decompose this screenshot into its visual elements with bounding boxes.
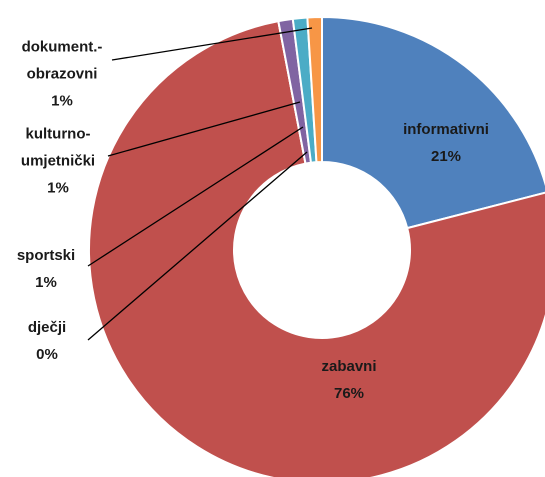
data-label: informativni 21%: [391, 116, 501, 170]
slice: [321, 15, 545, 230]
slices: [88, 15, 545, 477]
value-label: 0%: [36, 346, 58, 363]
data-label: kulturno-umjetnički 1%: [8, 121, 108, 202]
category-label: dokument.-obrazovni: [21, 38, 103, 83]
data-label: dječji 0%: [17, 314, 77, 368]
data-label: sportski 1%: [6, 242, 86, 296]
value-label: 1%: [35, 274, 57, 291]
value-label: 1%: [51, 92, 73, 110]
value-label: 76%: [333, 385, 365, 402]
leader-line: [87, 126, 304, 267]
value-label: 1%: [47, 179, 69, 197]
slice: [306, 15, 323, 164]
data-label: dokument.-obrazovni 1%: [7, 34, 117, 115]
leader-line: [111, 27, 313, 61]
value-label: 21%: [430, 148, 462, 165]
data-label: zabavni 76%: [294, 353, 404, 407]
category-label: informativni: [403, 121, 489, 138]
leader-line: [87, 151, 308, 341]
category-label: dječji: [27, 319, 67, 336]
leader-line: [107, 101, 301, 157]
slice: [88, 19, 545, 477]
category-label: zabavni: [321, 358, 377, 375]
category-label: sportski: [16, 247, 76, 264]
category-label: kulturno-umjetnički: [20, 125, 96, 170]
